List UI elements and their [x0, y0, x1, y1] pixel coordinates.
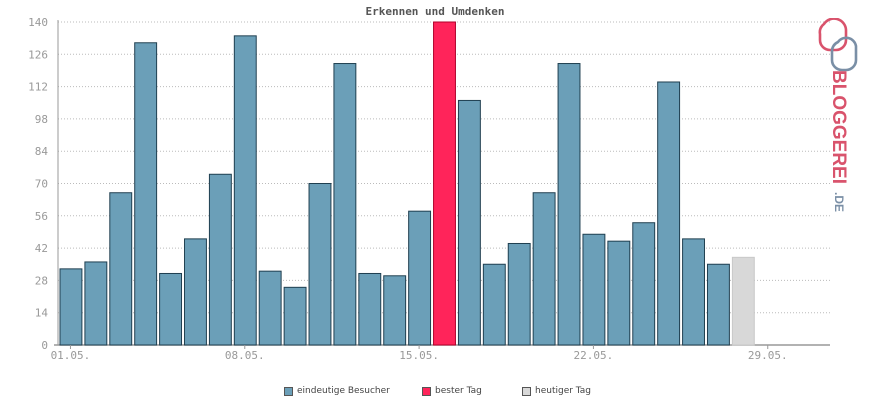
bar: [383, 275, 407, 346]
bar: [632, 222, 656, 346]
bar: [532, 192, 556, 346]
legend-item-visitors: eindeutige Besucher: [284, 386, 390, 396]
bloggerei-logo: [818, 18, 858, 72]
bar: [358, 272, 382, 346]
y-tick-label: 28: [35, 274, 48, 287]
bar: [233, 35, 257, 346]
y-tick-label: 84: [35, 145, 49, 158]
bar: [134, 42, 158, 346]
legend: eindeutige Besucher bester Tag heutiger …: [0, 386, 870, 398]
x-tick-label: 15.05.: [399, 349, 439, 362]
bar: [159, 272, 183, 346]
legend-swatch-visitors: [284, 386, 293, 396]
bar: [208, 173, 232, 346]
logo-bubble-red-icon: [818, 18, 848, 52]
y-tick-label: 98: [35, 113, 48, 126]
bar: [706, 263, 730, 346]
legend-swatch-best-day: [422, 386, 431, 396]
x-tick-label: 08.05.: [225, 349, 265, 362]
legend-label-today: heutiger Tag: [535, 386, 592, 396]
y-tick-label: 14: [35, 307, 49, 320]
bar: [84, 261, 108, 346]
bar: [308, 183, 332, 346]
y-tick-label: 70: [35, 178, 48, 191]
bar: [333, 63, 357, 346]
logo-text: BLOGGEREI: [828, 70, 848, 184]
bar-today: [731, 256, 755, 346]
bar: [482, 263, 506, 346]
bar: [557, 63, 581, 346]
logo-bubble-blue-icon: [830, 36, 858, 72]
bar: [657, 81, 681, 346]
bar: [607, 240, 631, 346]
legend-item-today: heutiger Tag: [522, 386, 591, 396]
x-tick-label: 29.05.: [748, 349, 788, 362]
x-tick-label: 22.05.: [574, 349, 614, 362]
bar: [184, 238, 207, 346]
legend-label-visitors: eindeutige Besucher: [297, 386, 390, 396]
bar: [457, 99, 481, 346]
y-tick-label: 126: [28, 48, 48, 61]
legend-swatch-today: [522, 386, 531, 396]
y-tick-label: 42: [35, 242, 48, 255]
bar: [258, 270, 282, 346]
bar-best-day: [433, 21, 456, 346]
logo-suffix: .DE: [832, 192, 846, 212]
x-tick-label: 01.05.: [51, 349, 91, 362]
bar: [283, 286, 307, 346]
legend-item-best-day: bester Tag: [422, 386, 482, 396]
y-tick-label: 56: [35, 210, 48, 223]
legend-label-best-day: bester Tag: [435, 386, 482, 396]
bar: [582, 233, 606, 346]
bar: [507, 242, 531, 346]
y-tick-label: 112: [28, 81, 48, 94]
bar: [408, 210, 432, 346]
y-tick-label: 0: [41, 339, 48, 352]
y-tick-label: 140: [28, 16, 48, 29]
bar: [109, 192, 133, 346]
chart-title: Erkennen und Umdenken: [365, 5, 505, 18]
bar: [59, 268, 83, 346]
logo-wordmark: BLOGGEREI .DE: [828, 70, 848, 212]
bar: [682, 238, 705, 346]
